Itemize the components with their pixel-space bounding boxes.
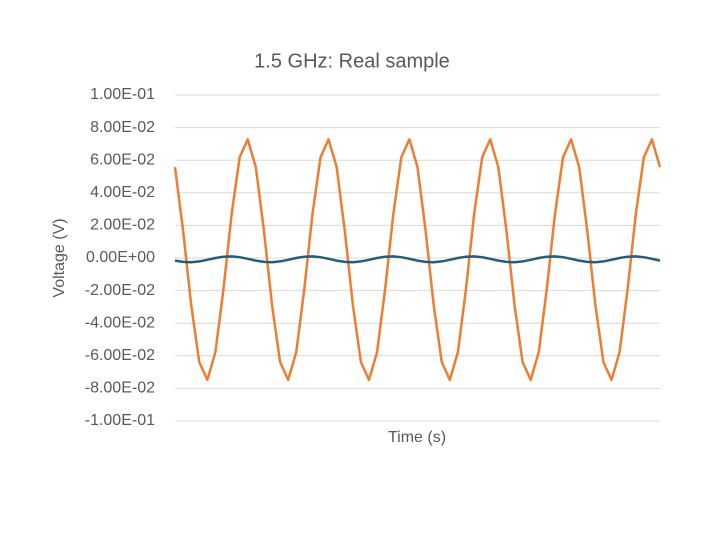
y-tick-label: 2.00E-02 <box>90 217 155 234</box>
x-axis-title: Time (s) <box>388 429 446 446</box>
chart-title: 1.5 GHz: Real sample <box>254 50 450 72</box>
y-tick-label: -1.00E-01 <box>85 412 155 429</box>
y-tick-label: 8.00E-02 <box>90 119 155 136</box>
y-tick-label: 1.00E-01 <box>90 86 155 103</box>
series-line <box>174 255 661 264</box>
y-tick-label: 0.00E+00 <box>86 249 155 266</box>
y-tick-label: -4.00E-02 <box>85 314 155 331</box>
y-tick-label: -8.00E-02 <box>85 380 155 397</box>
y-tick-label: 4.00E-02 <box>90 184 155 201</box>
y-axis-title: Voltage (V) <box>51 218 68 297</box>
series-line <box>173 138 662 382</box>
y-tick-label: -2.00E-02 <box>85 282 155 299</box>
y-tick-label: -6.00E-02 <box>85 347 155 364</box>
y-tick-label: 6.00E-02 <box>90 151 155 168</box>
